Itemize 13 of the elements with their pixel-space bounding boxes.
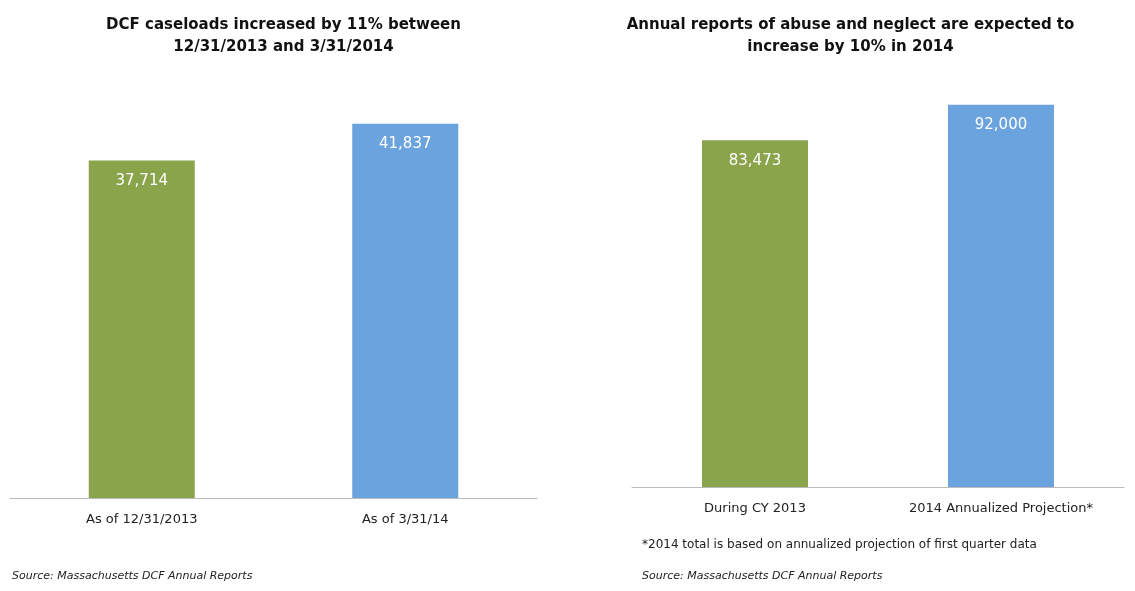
source-note: Source: Massachusetts DCF Annual Reports [12,569,253,582]
data-label: 92,000 [974,115,1028,134]
x-tick-label: As of 3/31/14 [361,511,449,526]
x-tick-label: During CY 2013 [704,500,806,515]
chart-title: Annual reports of abuse and neglect are expected to increase by 10% in 2014 [626,15,1075,55]
data-label: 37,714 [115,171,168,190]
chart-title: DCF caseloads increased by 11% between 12/31/2013 and 3/31/2014 [106,15,461,55]
data-label: 41,837 [379,134,432,153]
x-tick-label: 2014 Annualized Projection* [908,500,1094,515]
x-tick-label: As of 12/31/2013 [86,511,198,526]
text: *2014 total is based on annualized projection of first quarter data [642,537,1037,551]
source-note: Source: Massachusetts DCF Annual Reports [642,569,883,582]
data-label: 83,473 [728,150,782,169]
